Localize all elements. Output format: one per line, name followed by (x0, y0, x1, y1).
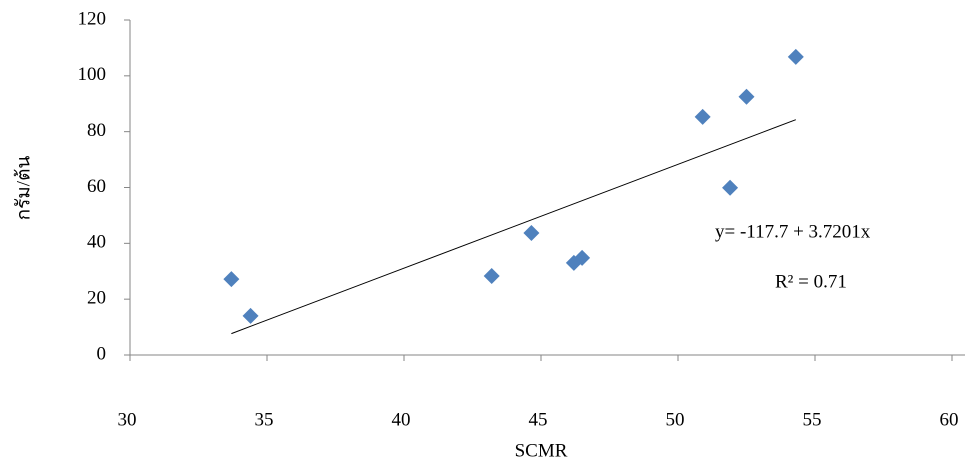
x-tick-label: 50 (666, 409, 685, 430)
x-tick-label: 45 (529, 409, 548, 430)
point (523, 225, 539, 241)
y-tick-label: 0 (97, 343, 107, 364)
chart: กรัม/ต้น SCMR y= -117.7 + 3.7201x R² = 0… (0, 0, 969, 463)
equation: y= -117.7 + 3.7201x (715, 221, 871, 242)
r-squared: R² = 0.71 (775, 271, 847, 292)
y-tick-label: 40 (87, 232, 106, 253)
x-tick-label: 60 (940, 409, 959, 430)
x-tick-label: 55 (803, 409, 822, 430)
y-tick-label: 20 (87, 288, 106, 309)
x-tick-label: 30 (118, 409, 137, 430)
point (223, 271, 239, 287)
y-axis-label: กรัม/ต้น (13, 156, 34, 221)
point (722, 180, 738, 196)
y-tick-label: 80 (87, 120, 106, 141)
trendline (231, 120, 795, 334)
y-tick-label: 120 (78, 8, 107, 29)
y-tick-label: 60 (87, 176, 106, 197)
x-axis-label: SCMR (515, 440, 568, 461)
point (739, 89, 755, 105)
point (243, 308, 259, 324)
point (695, 109, 711, 125)
x-tick-label: 35 (255, 409, 274, 430)
point (484, 268, 500, 284)
y-tick-label: 100 (78, 64, 107, 85)
point (788, 49, 804, 65)
x-tick-label: 40 (392, 409, 411, 430)
